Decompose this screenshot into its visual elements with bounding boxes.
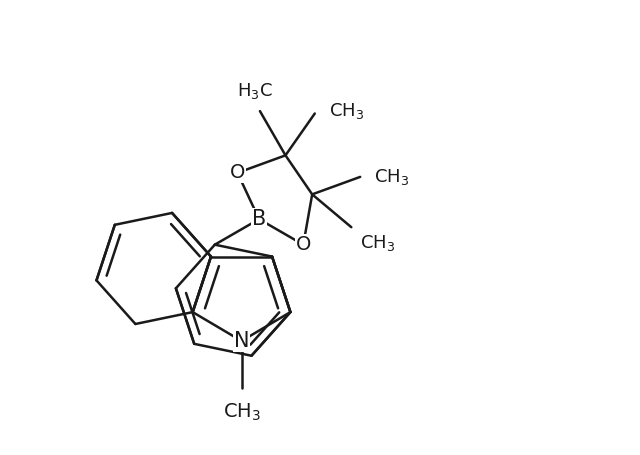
Text: CH$_3$: CH$_3$ (374, 167, 410, 187)
Text: CH$_3$: CH$_3$ (360, 233, 395, 253)
Text: CH$_3$: CH$_3$ (223, 402, 260, 423)
Text: N: N (234, 331, 250, 351)
Text: H$_3$C: H$_3$C (237, 81, 273, 101)
Text: CH$_3$: CH$_3$ (329, 101, 364, 121)
Text: O: O (230, 163, 245, 182)
Text: O: O (296, 235, 311, 254)
Text: B: B (252, 209, 266, 229)
